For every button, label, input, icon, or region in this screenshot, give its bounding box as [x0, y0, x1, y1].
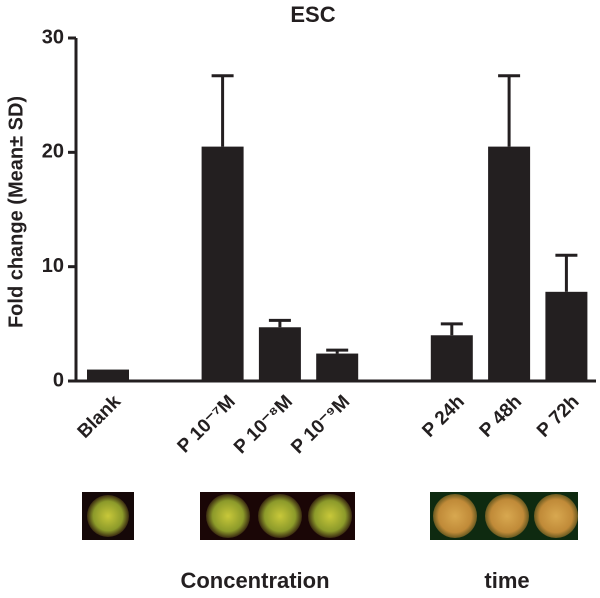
bar — [258, 327, 301, 381]
error-bar — [211, 74, 234, 147]
error-bar — [555, 253, 578, 292]
group-label: Concentration — [180, 568, 329, 593]
error-bar — [498, 74, 521, 147]
bar — [430, 335, 473, 381]
x-tick-label: P 72h — [533, 391, 583, 441]
error-bar — [326, 348, 349, 354]
x-tick-label: P 10⁻⁸M — [230, 391, 297, 458]
y-tick-label: 20 — [42, 141, 64, 163]
error-bar — [268, 318, 291, 328]
y-tick-label: 0 — [53, 369, 64, 391]
x-tick-label: P 10⁻⁹M — [287, 391, 354, 458]
x-tick-label: P 48h — [476, 391, 526, 441]
y-tick-label: 30 — [42, 26, 64, 48]
chart-title: ESC — [290, 2, 335, 27]
x-tick-label: P 24h — [418, 391, 468, 441]
bar — [316, 353, 359, 381]
y-tick-label: 10 — [42, 255, 64, 277]
bar — [87, 369, 129, 381]
group-label: time — [484, 568, 529, 593]
spot-images — [82, 492, 578, 540]
x-tick-label: Blank — [74, 391, 126, 443]
y-axis-label: Fold change (Mean± SD) — [5, 96, 27, 328]
x-tick-label: P 10⁻⁷M — [174, 391, 240, 457]
error-bar — [440, 322, 463, 336]
bar — [545, 291, 588, 381]
bar — [488, 146, 531, 381]
bar — [201, 146, 244, 381]
